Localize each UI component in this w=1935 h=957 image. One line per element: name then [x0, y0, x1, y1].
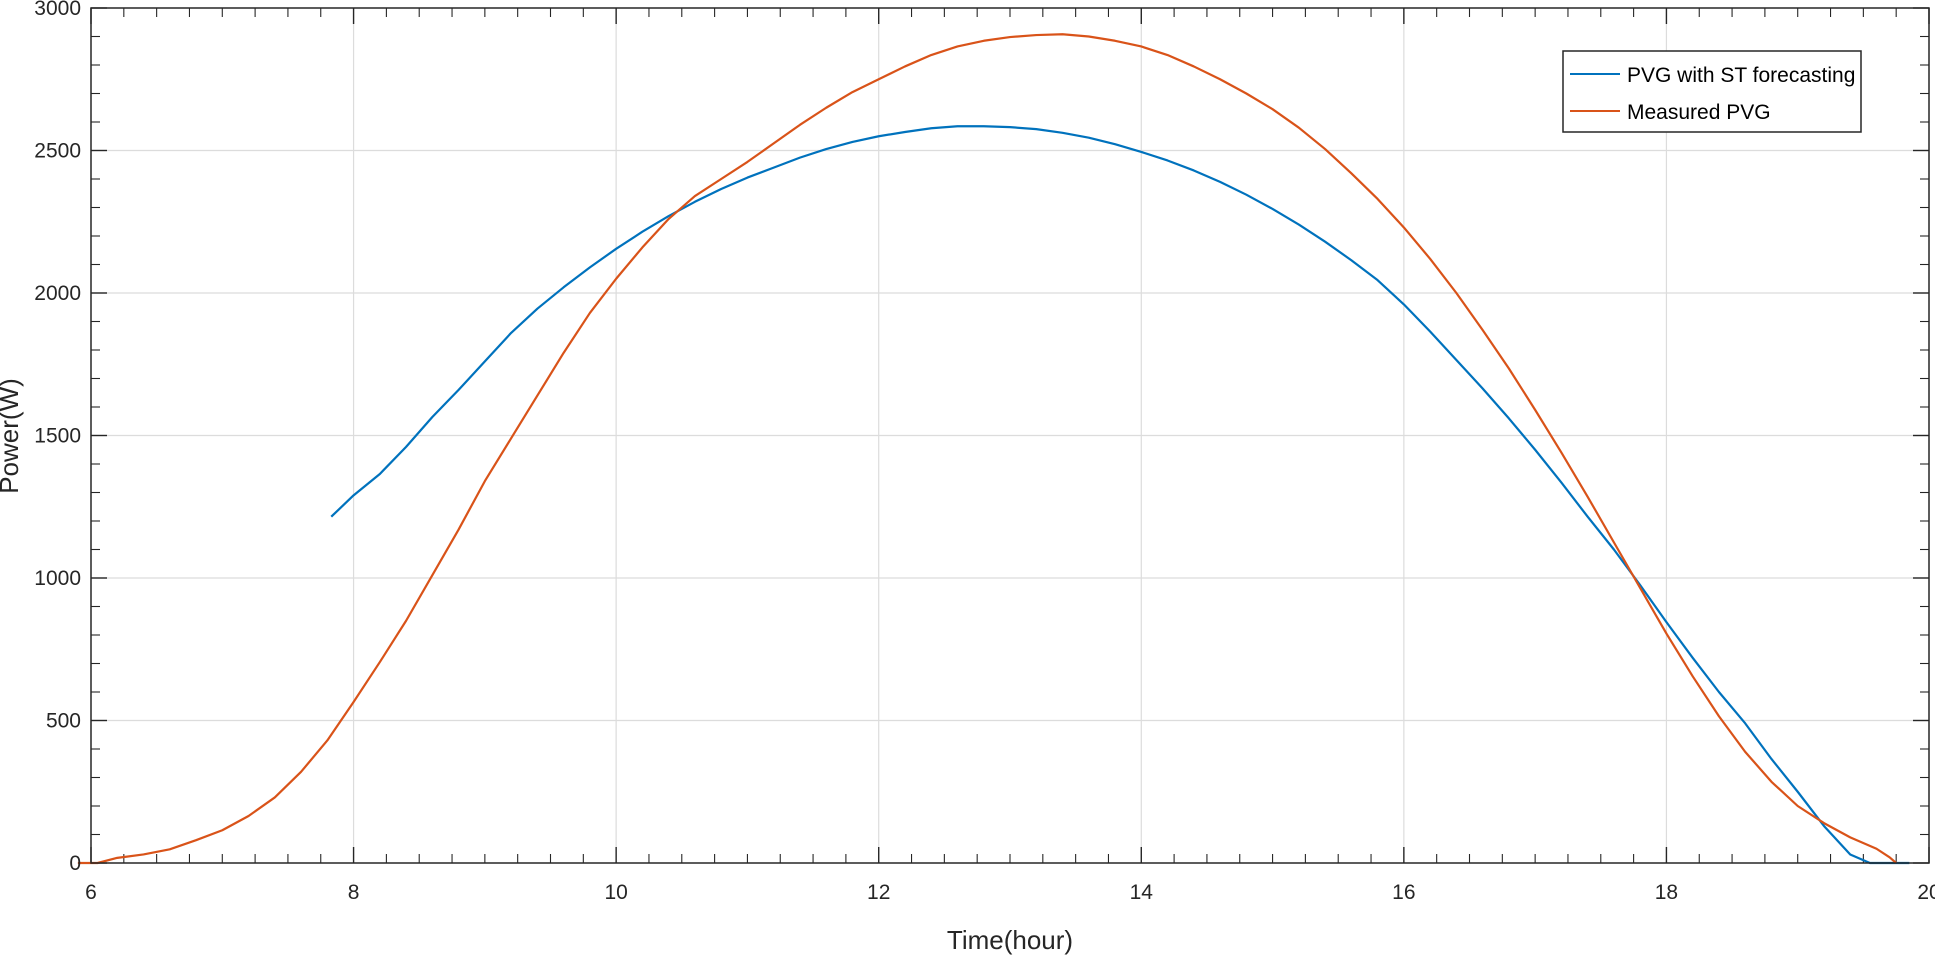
minor-ticks	[91, 8, 1929, 863]
series-lines	[77, 33, 1910, 865]
x-tick-label: 20	[1917, 881, 1935, 904]
y-tick-label: 2000	[34, 282, 81, 305]
plot-frame	[90, 7, 1930, 864]
y-tick-label: 500	[46, 710, 81, 733]
x-axis-label: Time(hour)	[947, 925, 1073, 955]
legend-box	[1562, 50, 1862, 133]
y-tick-labels: 0 500 1000 1500 2000 2500 3000	[34, 0, 81, 875]
y-tick-label: 1500	[34, 425, 81, 448]
legend-label-pvg-forecast: PVG with ST forecasting	[1627, 64, 1855, 87]
x-tick-label: 6	[85, 881, 97, 904]
y-tick-label: 3000	[34, 0, 81, 20]
x-tick-label: 8	[348, 881, 360, 904]
x-tick-label: 14	[1130, 881, 1154, 904]
series-line-pvg-forecast	[330, 125, 1910, 865]
y-tick-label: 2500	[34, 140, 81, 163]
grid-lines	[91, 8, 1929, 863]
x-tick-label: 18	[1655, 881, 1678, 904]
y-tick-label: 1000	[34, 567, 81, 590]
x-tick-label: 12	[867, 881, 890, 904]
x-tick-label: 10	[604, 881, 627, 904]
y-axis-label: Power(W)	[0, 378, 24, 494]
series-line-measured-pvg	[77, 33, 1897, 865]
legend-label-measured-pvg: Measured PVG	[1627, 101, 1771, 124]
legend: PVG with ST forecasting Measured PVG	[1562, 50, 1862, 133]
y-tick-label: 0	[69, 852, 81, 875]
x-tick-label: 16	[1392, 881, 1415, 904]
x-tick-labels: 6 8 10 12 14 16 18 20	[85, 881, 1935, 904]
